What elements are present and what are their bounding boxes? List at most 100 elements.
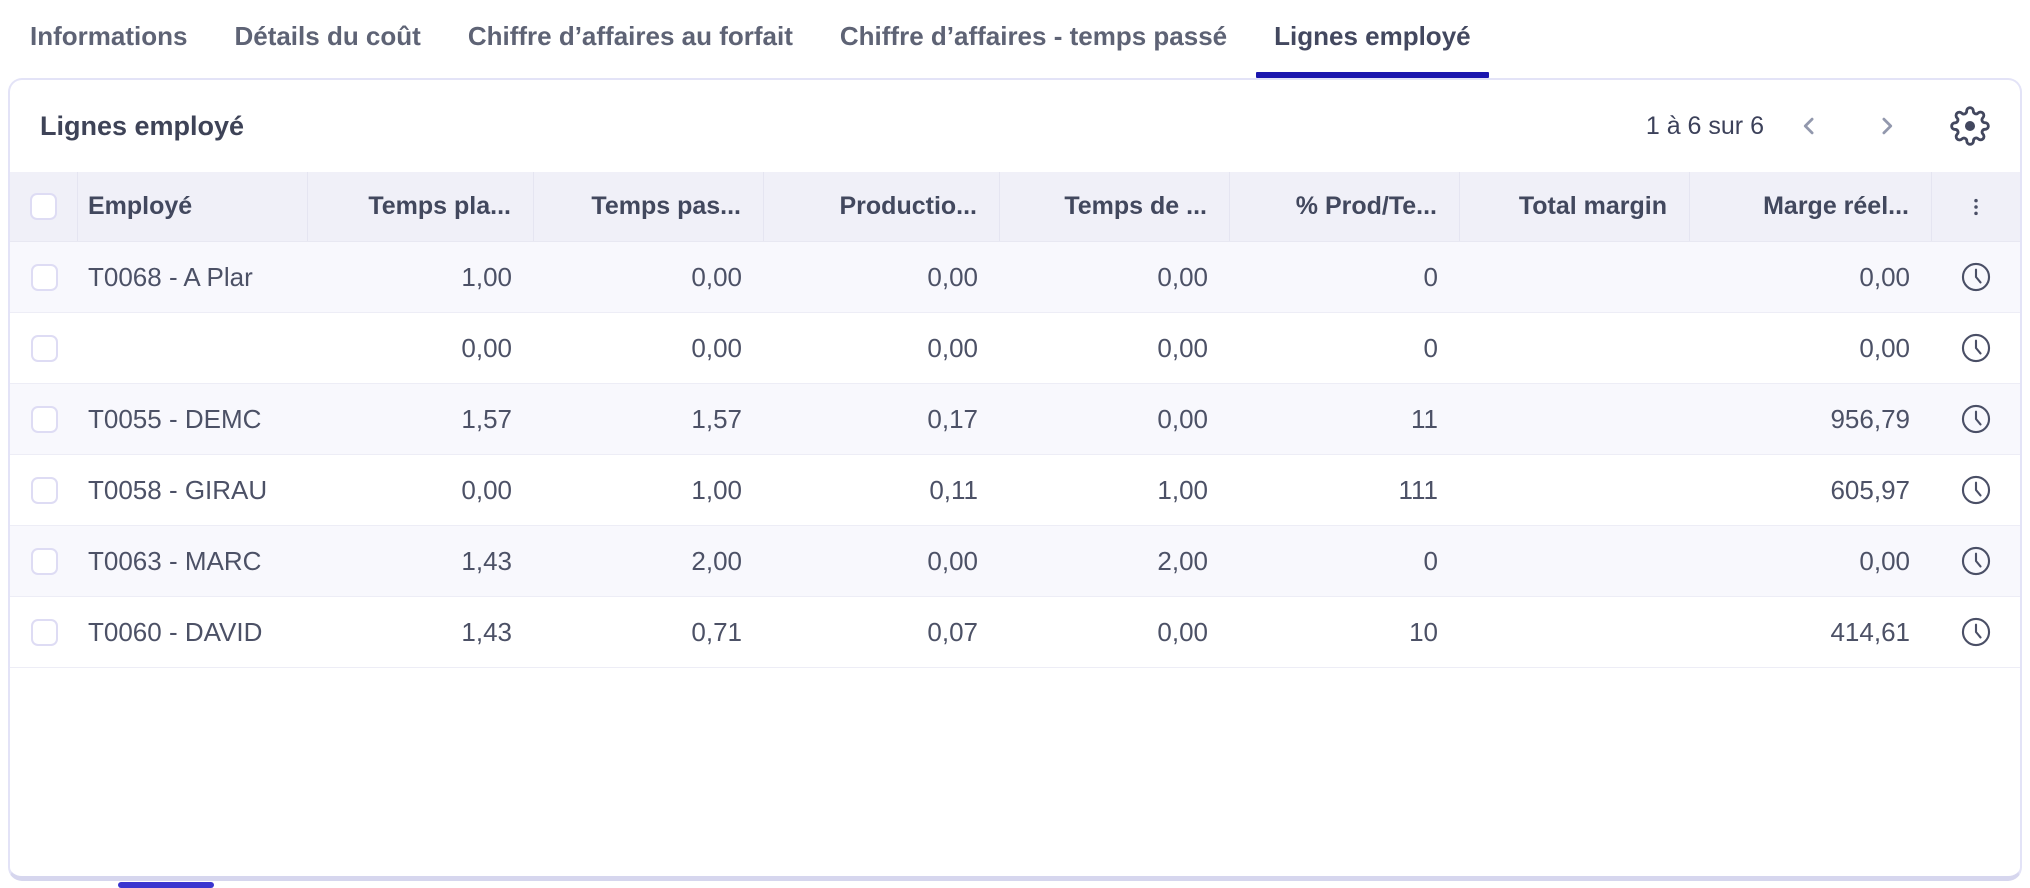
column-header-temps-planifie[interactable]: Temps pla... xyxy=(308,172,534,241)
chevron-right-icon xyxy=(1882,117,1893,135)
cell-temps_de: 1,00 xyxy=(1157,474,1208,505)
cell-total_margin xyxy=(1460,313,1690,383)
cell-temps_passe: 2,00 xyxy=(691,545,742,576)
row-checkbox-cell xyxy=(10,384,78,454)
cell-total_margin xyxy=(1460,455,1690,525)
cell-pct_prod: 0 xyxy=(1423,261,1438,292)
tab-ca-au-forfait[interactable]: Chiffre d’affaires au forfait xyxy=(467,21,793,51)
cell-total_margin xyxy=(1460,384,1690,454)
cell-production: 0,17 xyxy=(927,403,978,434)
cell-temps_passe: 0,71 xyxy=(691,616,742,647)
column-header-total-margin[interactable]: Total margin xyxy=(1460,172,1690,241)
cell-employee: T0063 - MARC xyxy=(88,545,262,576)
cell-total_margin xyxy=(1460,526,1690,596)
cell-total_margin xyxy=(1460,242,1690,312)
cell-temps_planifie: 1,43 xyxy=(461,616,512,647)
cell-temps_de: 0,00 xyxy=(1157,403,1208,434)
cell-employee: T0055 - DEMC xyxy=(88,403,262,434)
cell-production: 0,07 xyxy=(927,616,978,647)
column-header-temps-de[interactable]: Temps de ... xyxy=(1000,172,1230,241)
table-header: Employé Temps pla... Temps pas... Produc… xyxy=(10,172,2020,242)
tab-ca-temps-passe[interactable]: Chiffre d’affaires - temps passé xyxy=(839,21,1228,51)
tab-lignes-employe[interactable]: Lignes employé xyxy=(1256,16,1489,78)
row-checkbox[interactable] xyxy=(30,334,58,362)
cell-marge_reelle: 956,79 xyxy=(1830,403,1910,434)
table-row[interactable]: T0058 - GIRAU 0,00 1,00 0,11 1,00 111 605,97 xyxy=(10,455,2020,526)
lignes-employe-panel: Lignes employé 1 à 6 sur 6 xyxy=(8,78,2022,881)
row-checkbox-cell xyxy=(10,526,78,596)
cell-temps_de: 2,00 xyxy=(1157,545,1208,576)
cell-pct_prod: 0 xyxy=(1423,332,1438,363)
horizontal-scrollbar-thumb[interactable] xyxy=(118,882,214,888)
row-actions-cell xyxy=(1932,455,2020,525)
cell-employee: T0058 - GIRAU xyxy=(88,474,268,505)
pagination-range: 1 à 6 sur 6 xyxy=(1645,111,1764,140)
row-checkbox-cell xyxy=(10,455,78,525)
cell-production: 0,00 xyxy=(927,332,978,363)
column-header-production[interactable]: Productio... xyxy=(764,172,1000,241)
cell-production: 0,00 xyxy=(927,545,978,576)
cell-production: 0,11 xyxy=(929,474,978,505)
cell-employee: T0060 - DAVID xyxy=(88,616,263,647)
table-row[interactable]: T0068 - A Plar 1,00 0,00 0,00 0,00 0 0,00 xyxy=(10,242,2020,313)
cell-marge_reelle: 414,61 xyxy=(1830,616,1910,647)
row-checkbox-cell xyxy=(10,313,78,383)
row-checkbox[interactable] xyxy=(30,476,58,504)
column-header-pct-prod[interactable]: % Prod/Te... xyxy=(1230,172,1460,241)
clock-icon[interactable] xyxy=(1959,331,1993,365)
cell-temps_planifie: 1,57 xyxy=(461,403,512,434)
cell-pct_prod: 111 xyxy=(1398,474,1438,505)
row-actions-cell xyxy=(1932,242,2020,312)
row-checkbox[interactable] xyxy=(30,547,58,575)
cell-temps_passe: 1,00 xyxy=(691,474,742,505)
tab-details-du-cout[interactable]: Détails du coût xyxy=(234,21,421,51)
cell-marge_reelle: 0,00 xyxy=(1859,545,1910,576)
cell-temps_planifie: 1,43 xyxy=(461,545,512,576)
cell-employee: T0068 - A Plar xyxy=(88,261,253,292)
cell-temps_planifie: 0,00 xyxy=(461,332,512,363)
cell-temps_de: 0,00 xyxy=(1157,332,1208,363)
row-actions-cell xyxy=(1932,313,2020,383)
table-row[interactable]: T0060 - DAVID 1,43 0,71 0,07 0,00 10 414,61 xyxy=(10,597,2020,668)
table-row[interactable]: T0055 - DEMC 1,57 1,57 0,17 0,00 11 956,79 xyxy=(10,384,2020,455)
select-all-checkbox[interactable] xyxy=(30,193,57,220)
row-checkbox-cell xyxy=(10,597,78,667)
prev-page-button[interactable] xyxy=(1790,107,1828,145)
clock-icon[interactable] xyxy=(1959,260,1993,294)
table-row[interactable]: 0,00 0,00 0,00 0,00 0 0,00 xyxy=(10,313,2020,384)
row-actions-cell xyxy=(1932,597,2020,667)
row-actions-cell xyxy=(1932,526,2020,596)
cell-temps_de: 0,00 xyxy=(1157,616,1208,647)
kebab-menu-icon xyxy=(1974,198,1978,215)
cell-pct_prod: 0 xyxy=(1423,545,1438,576)
cell-temps_passe: 0,00 xyxy=(691,261,742,292)
column-header-actions[interactable] xyxy=(1932,172,2020,241)
cell-employee xyxy=(78,313,308,383)
cell-marge_reelle: 0,00 xyxy=(1859,261,1910,292)
column-header-temps-passe[interactable]: Temps pas... xyxy=(534,172,764,241)
next-page-button[interactable] xyxy=(1868,107,1906,145)
column-header-employee[interactable]: Employé xyxy=(78,172,308,241)
row-checkbox[interactable] xyxy=(30,618,58,646)
clock-icon[interactable] xyxy=(1959,402,1993,436)
settings-button[interactable] xyxy=(1950,106,1990,146)
gear-icon xyxy=(1950,106,1990,146)
row-checkbox[interactable] xyxy=(30,263,58,291)
cell-temps_passe: 0,00 xyxy=(691,332,742,363)
clock-icon[interactable] xyxy=(1959,473,1993,507)
column-header-marge-reelle[interactable]: Marge réel... xyxy=(1690,172,1932,241)
cell-marge_reelle: 605,97 xyxy=(1830,474,1910,505)
cell-temps_planifie: 0,00 xyxy=(461,474,512,505)
tab-informations[interactable]: Informations xyxy=(30,21,188,51)
panel-header: Lignes employé 1 à 6 sur 6 xyxy=(10,80,2020,172)
cell-production: 0,00 xyxy=(927,261,978,292)
tabs-bar: Informations Détails du coût Chiffre d’a… xyxy=(0,0,2030,78)
clock-icon[interactable] xyxy=(1959,615,1993,649)
cell-marge_reelle: 0,00 xyxy=(1859,332,1910,363)
table-body: T0068 - A Plar 1,00 0,00 0,00 0,00 0 0,00 0,00… xyxy=(10,242,2020,668)
row-checkbox[interactable] xyxy=(30,405,58,433)
row-actions-cell xyxy=(1932,384,2020,454)
clock-icon[interactable] xyxy=(1959,544,1993,578)
table-row[interactable]: T0063 - MARC 1,43 2,00 0,00 2,00 0 0,00 xyxy=(10,526,2020,597)
